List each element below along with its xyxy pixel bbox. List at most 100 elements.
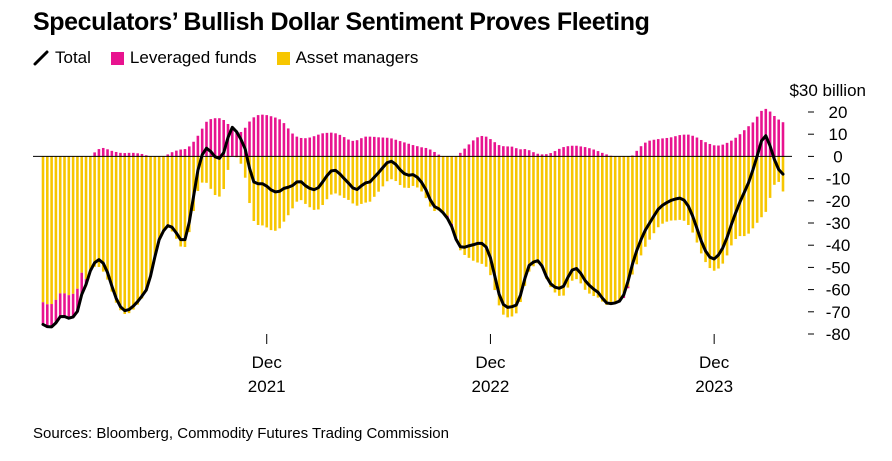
bar-leveraged-funds [407,143,410,157]
bar-leveraged-funds [712,145,716,157]
bar-leveraged-funds [308,137,312,157]
bar-leveraged-funds [588,148,591,157]
bar-leveraged-funds [781,122,785,157]
bar-asset-managers [41,156,45,303]
bar-asset-managers [226,156,230,170]
bar-leveraged-funds [540,154,544,157]
bar-leveraged-funds [106,149,109,157]
bar-leveraged-funds [252,117,256,157]
bar-leveraged-funds [76,288,79,312]
bar-asset-managers [144,156,148,292]
y-tick-label: -60 [826,281,851,300]
bar-asset-managers [734,156,737,239]
bar-asset-managers [768,156,772,198]
x-tick-label-year: 2023 [695,377,733,396]
bar-asset-managers [265,156,269,228]
bar-leveraged-funds [562,147,565,157]
bar-leveraged-funds [80,272,84,295]
bar-asset-managers [119,156,122,311]
bar-leveraged-funds [626,286,630,289]
bar-asset-managers [347,156,350,200]
legend: Total Leveraged funds Asset managers [33,47,438,69]
bar-asset-managers [618,156,621,300]
bar-leveraged-funds [738,134,742,157]
bar-asset-managers [532,156,535,267]
bar-asset-managers [613,156,617,303]
bar-leveraged-funds [93,152,96,157]
bar-leveraged-funds [67,295,71,319]
bar-asset-managers [368,156,372,202]
y-tick-label: -70 [826,303,851,322]
bar-leveraged-funds [196,135,200,157]
bar-leveraged-funds [755,116,759,157]
bar-asset-managers [730,156,733,246]
bar-leveraged-funds [652,139,656,157]
bar-leveraged-funds [566,146,570,157]
bar-asset-managers [678,156,682,220]
bar-asset-managers [166,156,170,228]
bar-leveraged-funds [132,152,135,157]
bar-leveraged-funds [514,148,518,157]
bar-leveraged-funds [364,136,367,157]
bar-leveraged-funds [596,151,600,157]
legend-item-total: Total [33,48,91,68]
bar-asset-managers [536,156,540,264]
bar-leveraged-funds [299,137,303,157]
bar-asset-managers [407,156,410,188]
bar-asset-managers [712,156,716,271]
bar-asset-managers [252,156,256,222]
bar-asset-managers [588,156,591,294]
bar-leveraged-funds [523,149,527,157]
bar-asset-managers [355,156,359,206]
bar-asset-managers [596,156,600,298]
bar-leveraged-funds [773,115,776,157]
bar-leveraged-funds [644,142,647,157]
bar-leveraged-funds [119,152,122,157]
bar-asset-managers [269,156,273,231]
bar-leveraged-funds [471,140,475,157]
y-tick-label: -50 [826,258,851,277]
bar-asset-managers [222,156,225,190]
bar-asset-managers [717,156,720,269]
bar-asset-managers [644,156,647,247]
bar-asset-managers [519,156,522,303]
bar-leveraged-funds [187,146,191,157]
bar-asset-managers [742,156,746,237]
bar-asset-managers [592,156,595,297]
bar-asset-managers [631,156,634,275]
bar-asset-managers [261,156,264,226]
bar-leveraged-funds [368,136,372,157]
bar-asset-managers [424,156,428,199]
y-tick-label: -10 [826,170,851,189]
bar-asset-managers [661,156,664,224]
bar-leveraged-funds [218,118,221,157]
bar-asset-managers [467,156,471,258]
bar-leveraged-funds [192,141,195,157]
bar-leveraged-funds [304,138,307,157]
bar-leveraged-funds [699,139,703,157]
bar-leveraged-funds [291,133,294,157]
bar-leveraged-funds [317,134,320,157]
bar-asset-managers [385,156,389,182]
bar-leveraged-funds [510,146,514,157]
bar-leveraged-funds [394,139,398,157]
bar-leveraged-funds [721,144,725,157]
bar-leveraged-funds [166,154,170,157]
bar-asset-managers [682,156,686,221]
bar-leveraged-funds [734,137,737,157]
bar-leveraged-funds [601,152,604,157]
bar-asset-managers [80,156,84,273]
bar-asset-managers [527,156,531,272]
bar-leveraged-funds [170,152,174,157]
chart-title: Speculators’ Bullish Dollar Sentiment Pr… [33,8,650,36]
legend-swatch-leveraged-funds [110,51,124,65]
bar-asset-managers [110,156,114,292]
bar-leveraged-funds [338,134,342,157]
bar-asset-managers [557,156,561,296]
bar-asset-managers [67,156,71,296]
bar-leveraged-funds [110,150,114,157]
bar-asset-managers [71,156,75,294]
bar-asset-managers [605,156,608,305]
bar-leveraged-funds [459,152,462,157]
bar-leveraged-funds [325,132,329,157]
